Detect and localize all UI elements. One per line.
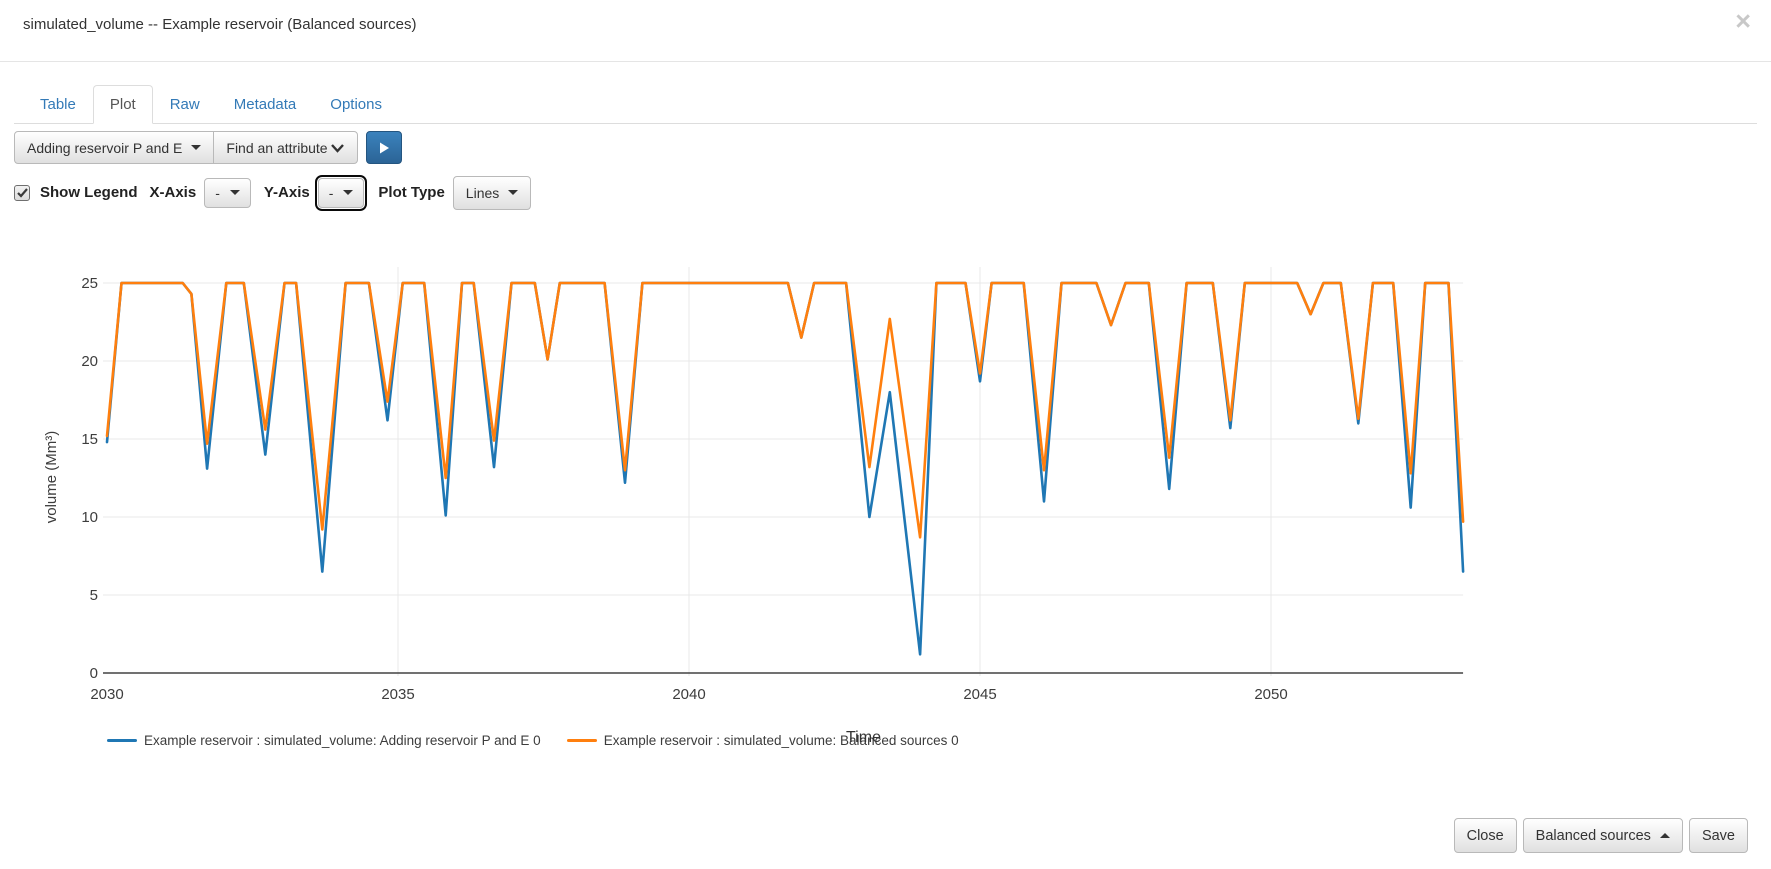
plot-controls: Show Legend X-Axis - Y-Axis - Plot Type …	[14, 174, 1771, 211]
scenario-dropdown[interactable]: Balanced sources	[1522, 818, 1683, 853]
chart-legend: Example reservoir : simulated_volume: Ad…	[107, 733, 959, 748]
save-button-label: Save	[1701, 827, 1735, 844]
x-axis-select[interactable]: -	[204, 177, 251, 208]
chart-region: 0 5 10 15 20 25 2030 2035 2040 2045 2050 volume (Mm…	[0, 237, 1771, 782]
legend-label: Example reservoir : simulated_volume: Ad…	[144, 733, 541, 748]
legend-item-adding-reservoir: Example reservoir : simulated_volume: Ad…	[107, 733, 541, 748]
play-icon	[379, 142, 389, 153]
y-axis-title: volume (Mm³)	[43, 431, 60, 524]
scenario-dropdown-label: Balanced sources	[1535, 827, 1651, 844]
plot-type-select[interactable]: Lines	[452, 175, 532, 210]
x-tick-label: 2030	[90, 686, 123, 703]
y-tick-label: 5	[90, 587, 98, 604]
y-axis-label: Y-Axis	[263, 184, 310, 201]
plot-type-label: Plot Type	[378, 184, 445, 201]
tab-bar: Table Plot Raw Metadata Options	[14, 85, 1757, 124]
x-tick-label: 2045	[963, 686, 996, 703]
y-tick-label: 20	[81, 353, 98, 370]
plot-toolbar: Adding reservoir P and E Find an attribu…	[14, 131, 1771, 164]
x-axis-value: -	[215, 184, 220, 201]
scenario-attribute-group: Adding reservoir P and E Find an attribu…	[14, 131, 358, 164]
tab-raw[interactable]: Raw	[169, 96, 200, 113]
y-tick-label: 25	[81, 275, 98, 292]
tab-plot[interactable]: Plot	[92, 85, 153, 124]
modal-header: simulated_volume -- Example reservoir (B…	[0, 0, 1771, 62]
chevron-down-icon	[229, 190, 240, 195]
y-tick-label: 10	[81, 509, 98, 526]
close-icon[interactable]: ×	[1735, 6, 1751, 36]
check-icon	[16, 187, 28, 198]
play-button[interactable]	[365, 131, 402, 164]
y-axis-value: -	[328, 184, 334, 201]
x-axis-title: Time	[846, 729, 881, 746]
scenario-select[interactable]: Adding reservoir P and E	[14, 131, 215, 164]
modal-footer: Close Balanced sources Save	[1453, 818, 1748, 853]
x-tick-label: 2040	[672, 686, 705, 703]
legend-swatch-blue	[107, 739, 137, 742]
chevron-down-icon	[343, 190, 354, 195]
x-axis-label: X-Axis	[149, 184, 197, 201]
series-line-0	[105, 281, 1465, 656]
chevron-up-icon	[1659, 833, 1670, 838]
save-button[interactable]: Save	[1688, 818, 1748, 853]
tab-options[interactable]: Options	[330, 96, 382, 113]
series-line-1	[105, 281, 1465, 539]
x-tick-label: 2035	[381, 686, 414, 703]
y-axis-select[interactable]: -	[314, 174, 368, 211]
legend-item-balanced-sources: Example reservoir : simulated_volume: Ba…	[566, 733, 959, 748]
y-tick-label: 0	[90, 665, 98, 682]
show-legend-checkbox[interactable]	[14, 184, 30, 201]
modal-title: simulated_volume -- Example reservoir (B…	[23, 16, 417, 33]
y-tick-label: 15	[81, 431, 98, 448]
scenario-select-label: Adding reservoir P and E	[27, 139, 183, 156]
chevron-down-icon	[330, 143, 344, 153]
x-tick-label: 2050	[1254, 686, 1287, 703]
chevron-down-icon	[508, 190, 519, 195]
attribute-select[interactable]: Find an attribute	[213, 131, 358, 164]
chevron-down-icon	[191, 145, 202, 150]
tab-table[interactable]: Table	[40, 96, 76, 113]
attribute-select-label: Find an attribute	[226, 139, 328, 156]
tab-metadata[interactable]: Metadata	[233, 96, 297, 113]
legend-swatch-orange	[566, 739, 597, 742]
legend-label: Example reservoir : simulated_volume: Ba…	[603, 733, 959, 748]
show-legend-label: Show Legend	[40, 184, 138, 201]
close-button-label: Close	[1466, 827, 1504, 844]
close-button[interactable]: Close	[1453, 818, 1517, 853]
plot-type-value: Lines	[465, 184, 500, 201]
